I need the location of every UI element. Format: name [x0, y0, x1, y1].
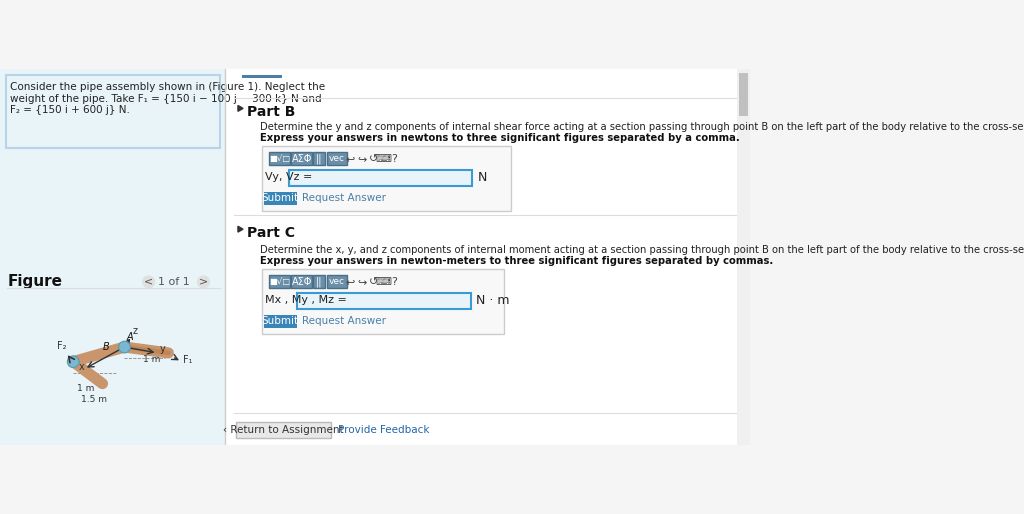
Bar: [0, 69, 225, 445]
Text: >: >: [199, 277, 208, 287]
Text: 1 of 1: 1 of 1: [159, 278, 190, 287]
Circle shape: [68, 356, 79, 368]
Text: ↩: ↩: [345, 277, 354, 287]
Text: ↪: ↪: [357, 277, 367, 287]
Bar: [313, 276, 325, 288]
Text: ↪: ↪: [357, 154, 367, 164]
Text: ↩: ↩: [345, 154, 354, 164]
Text: Express your answers in newton-meters to three significant figures separated by : Express your answers in newton-meters to…: [260, 256, 773, 266]
Text: Express your answers in newtons to three significant figures separated by a comm: Express your answers in newtons to three…: [260, 133, 739, 143]
Text: F₂: F₂: [57, 340, 67, 351]
Text: ↺: ↺: [369, 154, 378, 164]
Bar: [269, 152, 290, 166]
Bar: [289, 170, 472, 186]
Text: ?: ?: [391, 154, 397, 164]
Text: Submit: Submit: [261, 317, 298, 326]
Bar: [225, 69, 750, 445]
Bar: [738, 72, 749, 117]
Text: Part B: Part B: [248, 105, 296, 119]
Circle shape: [119, 341, 130, 353]
Text: AΣΦ: AΣΦ: [292, 277, 312, 287]
Bar: [6, 75, 219, 148]
Bar: [292, 152, 312, 166]
Text: <: <: [144, 277, 154, 287]
Text: x: x: [79, 362, 85, 373]
Bar: [236, 421, 331, 438]
Text: Part C: Part C: [248, 226, 296, 240]
Text: Mx , My , Mz =: Mx , My , Mz =: [265, 295, 347, 305]
Bar: [262, 146, 511, 211]
Text: Figure: Figure: [7, 274, 62, 289]
Bar: [297, 293, 471, 309]
Bar: [327, 152, 347, 166]
Bar: [269, 276, 290, 288]
Text: N · m: N · m: [476, 293, 509, 307]
Text: B: B: [102, 342, 110, 352]
Text: Request Answer: Request Answer: [302, 193, 386, 204]
Bar: [263, 315, 297, 328]
Text: A: A: [127, 332, 133, 342]
Bar: [292, 276, 312, 288]
Bar: [313, 152, 325, 166]
Text: Consider the pipe assembly shown in (Figure 1). Neglect the
weight of the pipe. : Consider the pipe assembly shown in (Fig…: [10, 82, 326, 115]
Text: ‹ Return to Assignment: ‹ Return to Assignment: [223, 425, 344, 435]
Text: ■√□: ■√□: [269, 278, 290, 286]
Text: ||: ||: [316, 277, 323, 287]
Text: vec: vec: [329, 278, 345, 286]
Text: 1.5 m: 1.5 m: [81, 395, 106, 404]
Bar: [262, 269, 504, 334]
Text: ?: ?: [391, 277, 397, 287]
Text: y: y: [160, 344, 165, 354]
Polygon shape: [238, 226, 243, 232]
Text: Determine the y and z components of internal shear force acting at a section pas: Determine the y and z components of inte…: [260, 121, 1024, 132]
Text: ||: ||: [316, 154, 323, 164]
Polygon shape: [238, 105, 243, 112]
Text: ⌨: ⌨: [376, 277, 391, 287]
Bar: [737, 69, 750, 445]
Text: N: N: [477, 171, 486, 183]
Text: z: z: [132, 326, 137, 336]
Bar: [242, 75, 282, 78]
Text: ↺: ↺: [369, 277, 378, 287]
Text: Provide Feedback: Provide Feedback: [338, 425, 430, 435]
Bar: [263, 192, 297, 205]
Circle shape: [142, 276, 156, 288]
Circle shape: [197, 276, 210, 288]
Text: Vy, Vz =: Vy, Vz =: [265, 172, 312, 182]
Text: Request Answer: Request Answer: [302, 317, 386, 326]
Text: ⌨: ⌨: [376, 154, 391, 164]
Text: AΣΦ: AΣΦ: [292, 154, 312, 164]
Text: ■√□: ■√□: [269, 154, 290, 163]
Text: 1 m: 1 m: [142, 355, 160, 364]
Text: 1 m: 1 m: [77, 384, 94, 393]
Text: vec: vec: [329, 154, 345, 163]
Text: F₁: F₁: [183, 355, 193, 365]
Bar: [327, 276, 347, 288]
Text: Determine the x, y, and z components of internal moment acting at a section pass: Determine the x, y, and z components of …: [260, 245, 1024, 254]
Text: Submit: Submit: [261, 193, 298, 204]
